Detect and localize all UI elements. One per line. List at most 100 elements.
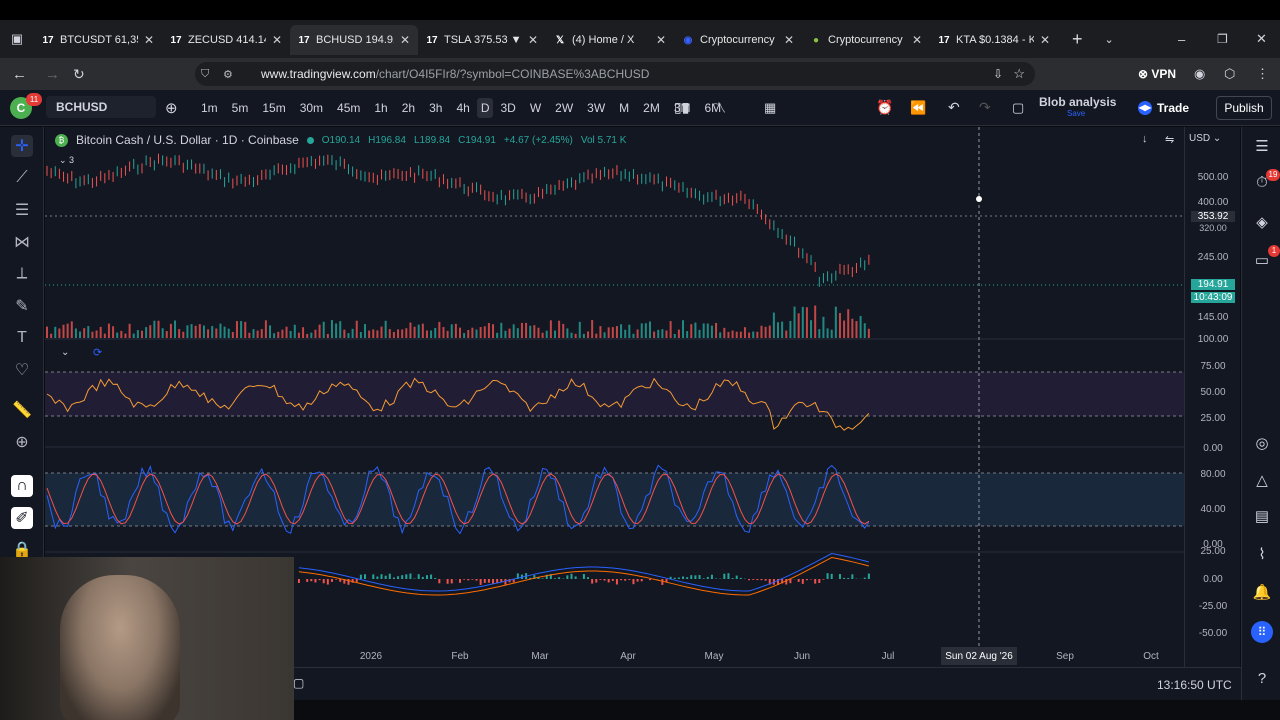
close-tab-icon[interactable]: ✕ [655,33,666,47]
pine-icon[interactable]: △ [1256,472,1268,489]
symbol-search[interactable]: BCHUSD [46,96,156,118]
restore-button[interactable]: ❐ [1217,32,1228,46]
new-tab-button[interactable]: + [1072,28,1083,49]
tab-title: Cryptocurrency Pr [700,34,778,46]
close-tab-icon[interactable]: ✕ [271,33,282,47]
browser-tab[interactable]: ◉ Cryptocurrency Pr ✕ [674,25,802,55]
timeframe-1h[interactable]: 1h [374,100,388,115]
reload-button[interactable]: ↻ [73,65,85,82]
forward-button[interactable]: → [45,65,60,83]
save-icon[interactable]: ⇩ [992,67,1003,81]
timeframe-2M[interactable]: 2M [643,100,660,115]
profile-icon[interactable]: ◉ [1194,66,1206,81]
layout-icon[interactable]: ▦ [764,99,777,115]
ideas-icon[interactable]: ◎ [1255,435,1269,452]
bookmark-star-icon[interactable]: ☆ [1013,66,1025,81]
timeframe-15m[interactable]: 15m [262,100,286,115]
streams-icon[interactable]: ⌇ [1258,546,1266,563]
indicators-icon[interactable]: 〽 [712,99,726,116]
timeframe-3h[interactable]: 3h [429,100,443,115]
layout-name[interactable]: Blob analysis Save [1039,96,1116,120]
brush-icon[interactable]: ✎ [15,298,29,315]
alerts-icon[interactable]: ⏱ [1256,173,1268,191]
lock-icon[interactable]: 🔒 [12,542,32,559]
indicator-count[interactable]: ⌄ 3 [59,155,75,165]
close-tab-icon[interactable]: ✕ [527,33,538,47]
watchlist-icon[interactable]: ☰ [1255,138,1269,155]
chat-icon[interactable]: ▭ [1254,252,1270,269]
timeframe-2h[interactable]: 2h [401,100,416,115]
pattern-icon[interactable]: ⋈ [14,234,30,251]
timeframe-6M[interactable]: 6M [704,100,722,115]
browser-tab[interactable]: 17 BTCUSDT 61,354.3 ✕ [34,25,162,55]
chart-area[interactable]: 2026 Feb Mar Apr May Jun Jul Sep Oct Sun 02 Aug '… [45,127,1240,667]
timeframe-2W[interactable]: 2W [555,100,574,115]
minimize-button[interactable]: – [1178,31,1186,47]
redo-icon[interactable]: ↷ [979,99,991,115]
lock-drawing-icon[interactable]: ✐ [11,507,33,529]
zoom-icon[interactable]: ⊕ [15,434,29,451]
calendar-icon[interactable]: ▤ [1254,508,1270,525]
timeframe-45m[interactable]: 45m [337,100,361,115]
undo-icon[interactable]: ↶ [948,99,960,115]
close-tab-icon[interactable]: ✕ [143,33,154,47]
currency-select[interactable]: USD ⌄ [1189,133,1222,144]
heart-icon[interactable]: ♡ [14,362,30,379]
extensions-icon[interactable]: ⬡ [1224,66,1236,81]
tab-list-icon[interactable]: ▣ [10,31,24,46]
timeframe-D[interactable]: D [476,97,494,118]
close-tab-icon[interactable]: ✕ [399,33,410,47]
timeframe-3W[interactable]: 3W [587,100,606,115]
url-field[interactable]: ⛉ ⚙ www.tradingview.com/chart/O4I5FIr8/?… [195,62,1035,86]
browser-tab[interactable]: ● Cryptocurrency Li ✕ [802,25,930,55]
fib-icon[interactable]: ☰ [14,202,30,219]
notifications-icon[interactable]: 🔔 [1252,584,1272,601]
site-settings-icon[interactable]: ⚙ [223,68,233,81]
timeframe-1m[interactable]: 1m [201,100,218,115]
back-button[interactable]: ← [12,65,27,83]
publish-button[interactable]: Publish [1216,96,1272,120]
timeframe-30m[interactable]: 30m [299,100,324,115]
trade-button[interactable]: ◀▶ Trade [1132,97,1195,119]
calendar-range-icon[interactable]: ▢ [293,676,305,690]
crosshair-icon[interactable]: ✛ [11,135,33,157]
alert-icon[interactable]: ⏰ [876,99,894,115]
apps-icon[interactable]: ⠿ [1251,621,1273,643]
timeframe-4h[interactable]: 4h [456,100,470,115]
timeframe-5m[interactable]: 5m [231,100,249,115]
close-tab-icon[interactable]: ✕ [783,33,794,47]
close-tab-icon[interactable]: ✕ [911,33,922,47]
utc-clock[interactable]: 13:16:50 UTC [1157,678,1232,692]
forecast-icon[interactable]: ⟂ [16,265,28,282]
ruler-icon[interactable]: 📏 [12,402,32,419]
replay-icon[interactable]: ⏪ [910,99,927,115]
browser-tab[interactable]: 17 TSLA 375.53 ▼ −1 ✕ [418,25,546,55]
tab-search-icon[interactable]: ⌄ [1104,33,1114,46]
chart-canvas[interactable]: 2026 Feb Mar Apr May Jun Jul Sep Oct Sun 02 Aug '… [45,127,1184,667]
timeframe-M[interactable]: M [619,100,630,115]
help-icon[interactable]: ? [1257,669,1267,687]
text-icon[interactable]: T [17,329,27,346]
chart-type-icon[interactable]: ▯▮ [674,99,690,115]
add-symbol-icon[interactable]: ⊕ [165,99,178,117]
scroll-down-icon[interactable]: ↓ [1142,133,1148,145]
menu-icon[interactable]: ⋮ [1256,66,1269,81]
browser-tab[interactable]: 17 BCHUSD 194.91 ▲ ✕ [290,25,418,55]
browser-tab[interactable]: 17 ZECUSD 414.14 ▼ ✕ [162,25,290,55]
timeframe-3M[interactable]: 3M [673,100,691,115]
price-axis[interactable]: USD ⌄ 500.00 400.00 353.92 320.00 245.00 194.… [1184,127,1240,667]
browser-tab[interactable]: 17 KTA $0.1384 - Kee ✕ [930,25,1058,55]
objects-tree-icon[interactable]: ◈ [1256,214,1268,231]
close-window-button[interactable]: ✕ [1256,31,1267,46]
stoch-k-line [46,464,870,535]
auto-scale-icon[interactable]: ⇋ [1165,134,1175,146]
vpn-button[interactable]: ⊗ VPN [1138,67,1177,81]
timeframe-W[interactable]: W [529,100,542,115]
fullscreen-icon[interactable]: ▢ [1012,99,1025,115]
trendline-icon[interactable]: ⟋ [16,169,28,186]
timeframe-3D[interactable]: 3D [500,100,516,115]
browser-tab[interactable]: 𝕏 (4) Home / X ✕ [546,25,674,55]
close-tab-icon[interactable]: ✕ [1039,33,1050,47]
collapse-pane-icon[interactable]: ⌄ [61,347,70,358]
magnet-icon[interactable]: ∩ [11,475,33,497]
